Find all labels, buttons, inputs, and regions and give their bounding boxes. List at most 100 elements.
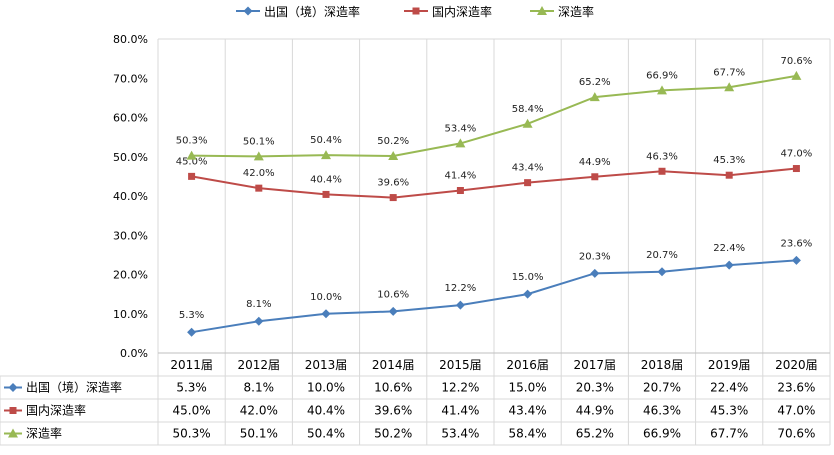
data-label: 39.6% — [377, 178, 409, 189]
table-legend-marker — [8, 383, 18, 392]
data-label: 58.4% — [512, 104, 544, 115]
data-label: 50.2% — [377, 136, 409, 147]
data-point — [591, 173, 599, 181]
y-tick-label: 10.0% — [113, 308, 148, 321]
data-point — [321, 150, 331, 160]
table-cell: 67.7% — [710, 427, 748, 441]
table-cell: 20.3% — [576, 381, 614, 395]
category-label: 2013届 — [305, 358, 348, 372]
y-tick-label: 20.0% — [113, 269, 148, 282]
table-cell: 45.0% — [173, 404, 211, 418]
data-point — [388, 150, 399, 160]
table-cell: 58.4% — [509, 427, 547, 441]
legend-label: 出国（境）深造率 — [264, 4, 360, 19]
y-tick-label: 60.0% — [113, 112, 148, 125]
table-cell: 50.4% — [307, 427, 345, 441]
table-cell: 20.7% — [643, 381, 681, 395]
data-label: 23.6% — [781, 238, 813, 249]
table-cell: 46.3% — [643, 404, 681, 418]
data-point — [658, 167, 666, 175]
data-point — [322, 190, 330, 198]
data-point — [523, 289, 533, 299]
table-cell: 15.0% — [509, 381, 547, 395]
table-row-label: 出国（境）深造率 — [26, 380, 122, 395]
data-label: 8.1% — [246, 299, 271, 310]
legend-label: 国内深造率 — [432, 4, 492, 19]
data-point — [186, 150, 197, 160]
data-label: 10.6% — [377, 289, 409, 300]
table-cell: 50.2% — [374, 427, 412, 441]
table-cell: 53.4% — [441, 427, 479, 441]
data-point — [724, 82, 735, 92]
data-label: 12.2% — [445, 283, 477, 294]
data-label: 65.2% — [579, 77, 611, 88]
data-point — [456, 187, 464, 195]
table-cell: 45.3% — [710, 404, 748, 418]
data-point — [389, 194, 397, 202]
data-label: 53.4% — [445, 123, 477, 134]
data-point — [321, 309, 331, 319]
data-label: 43.4% — [512, 163, 544, 174]
table-cell: 50.3% — [173, 427, 211, 441]
table-cell: 50.1% — [240, 427, 278, 441]
data-label: 20.7% — [646, 250, 678, 261]
data-point — [724, 260, 734, 270]
data-label: 40.4% — [310, 174, 342, 185]
data-label: 66.9% — [646, 70, 678, 81]
data-label: 50.3% — [176, 136, 208, 147]
data-label: 42.0% — [243, 168, 275, 179]
table-cell: 40.4% — [307, 404, 345, 418]
series-line — [191, 74, 797, 158]
data-point — [791, 255, 801, 265]
y-tick-label: 50.0% — [113, 151, 148, 164]
category-label: 2016届 — [506, 358, 549, 372]
category-label: 2015届 — [439, 358, 482, 372]
legend-label: 深造率 — [558, 4, 594, 19]
table-legend-marker — [9, 407, 17, 414]
data-label: 45.3% — [713, 155, 745, 166]
data-label: 44.9% — [579, 157, 611, 168]
data-point — [253, 151, 264, 161]
table-cell: 22.4% — [710, 381, 748, 395]
table-cell: 47.0% — [777, 404, 815, 418]
data-point — [188, 172, 196, 180]
data-point — [589, 92, 600, 102]
data-point — [254, 316, 264, 326]
data-label: 41.4% — [445, 171, 477, 182]
table-cell: 42.0% — [240, 404, 278, 418]
data-point — [791, 70, 802, 80]
table-cell: 70.6% — [777, 427, 815, 441]
data-label: 67.7% — [713, 67, 745, 78]
data-point — [187, 327, 197, 337]
table-cell: 10.6% — [374, 381, 412, 395]
category-label: 2012届 — [238, 358, 281, 372]
table-cell: 10.0% — [307, 381, 345, 395]
table-cell: 66.9% — [643, 427, 681, 441]
data-label: 20.3% — [579, 251, 611, 262]
table-cell: 23.6% — [777, 381, 815, 395]
y-tick-label: 40.0% — [113, 190, 148, 203]
series-line — [191, 259, 797, 334]
data-point — [388, 306, 398, 316]
data-label: 15.0% — [512, 272, 544, 283]
legend-marker — [243, 6, 253, 16]
category-label: 2018届 — [641, 358, 684, 372]
table-legend-marker — [8, 428, 18, 438]
y-tick-label: 0.0% — [120, 347, 148, 360]
data-label: 45.0% — [176, 156, 208, 167]
table-cell: 43.4% — [509, 404, 547, 418]
data-label: 50.1% — [243, 136, 275, 147]
data-point — [522, 118, 533, 128]
series-line — [191, 167, 797, 199]
data-point — [255, 184, 263, 192]
data-label: 70.6% — [781, 56, 813, 67]
data-label: 46.3% — [646, 151, 678, 162]
data-point — [657, 85, 667, 95]
table-cell: 5.3% — [176, 381, 207, 395]
table-cell: 41.4% — [441, 404, 479, 418]
data-label: 22.4% — [713, 243, 745, 254]
y-tick-label: 80.0% — [113, 33, 148, 46]
table-row-label: 深造率 — [26, 426, 62, 441]
